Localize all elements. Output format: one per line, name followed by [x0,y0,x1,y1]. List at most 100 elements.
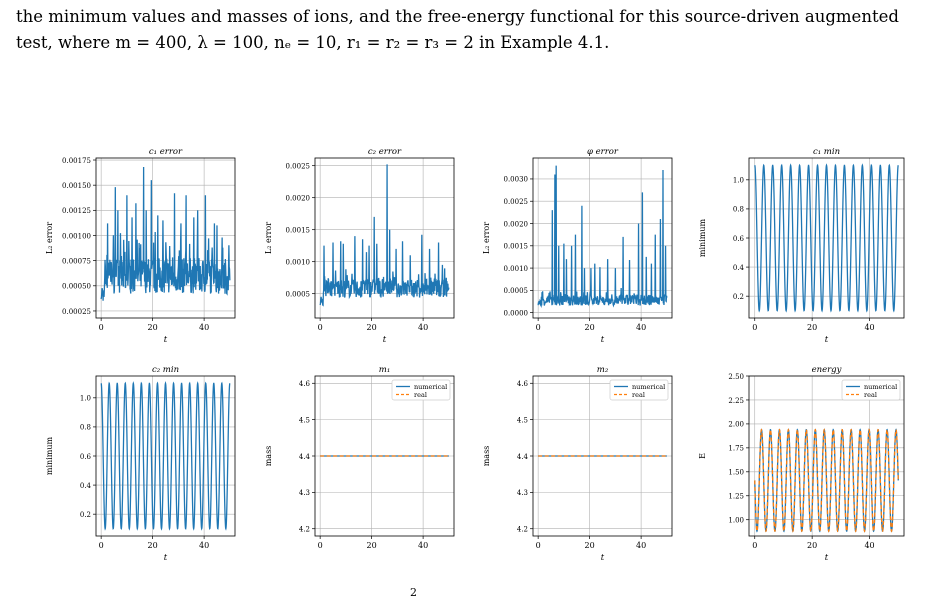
chart-panel-1: 0 20 40 0.00025 0.00050 0.00075 0.00100 0.00125… [45,147,236,345]
series-line-data [319,164,450,307]
x-tick-label: 20 [148,323,158,332]
caption-line-1: the minimum values and masses of ions, a… [16,7,899,26]
y-tick-label: 2.25 [728,397,744,405]
y-tick-label: 0.00150 [62,182,91,190]
y-tick-label: 0.4 [733,264,745,272]
x-axis-label: t [383,335,387,345]
series-line-data [100,167,231,301]
legend-label: real [864,391,877,399]
y-tick-label: 0.2 [80,511,91,519]
x-tick-label: 0 [318,541,323,550]
y-axis-label: minimum [45,437,54,476]
legend-label: real [414,391,427,399]
y-tick-label: 4.3 [299,489,310,497]
y-tick-label: 0.2 [733,293,744,301]
figure-caption: the minimum values and masses of ions, a… [16,4,936,56]
y-tick-label: 0.00100 [62,232,91,240]
x-axis-label: t [601,335,605,345]
x-tick-label: 40 [199,541,209,550]
x-tick-label: 20 [367,541,377,550]
chart-panel-4: 0 20 40 0.2 0.4 0.6 0.8 1.0 c₁ min t minimum [698,147,905,345]
axes-frame [95,157,236,319]
y-tick-label: 4.3 [517,489,528,497]
x-tick-label: 0 [318,323,323,332]
y-tick-label: 0.00175 [62,157,91,165]
legend-label: numerical [414,383,447,391]
y-tick-label: 0.00125 [62,207,91,215]
x-tick-label: 40 [418,541,428,550]
chart-panel-8: 0 20 40 1.00 1.25 1.50 1.75 2.00 2.25 2.50 energy t… [698,365,905,563]
chart-title: c₁ min [813,147,840,157]
y-tick-label: 0.0025 [286,162,311,170]
y-axis-label: minimum [698,219,707,258]
x-tick-label: 0 [536,541,541,550]
y-axis-label: L₂ error [482,222,491,254]
y-tick-label: 1.25 [728,493,744,501]
y-tick-label: 4.4 [517,453,529,461]
caption-line-2: test, where m = 400, λ = 100, nₑ = 10, r… [16,33,610,52]
x-axis-label: t [825,553,829,563]
y-tick-label: 0.0010 [286,258,311,266]
chart-title: c₂ min [152,365,179,375]
axes-frame [748,375,905,537]
x-axis-label: t [164,553,168,563]
series-line-data [537,165,668,309]
series-line-real [754,428,899,533]
page-number-fragment: 2 [410,586,417,599]
y-tick-label: 4.5 [299,416,310,424]
legend-label: numerical [864,383,897,391]
x-tick-label: 40 [864,323,874,332]
y-tick-label: 4.6 [299,380,311,388]
legend-label: real [632,391,645,399]
chart-panel-2: 0 20 40 0.0005 0.0010 0.0015 0.0020 0.0025 c₂ er… [264,147,455,345]
x-tick-label: 20 [807,541,817,550]
y-axis-label: mass [482,446,491,467]
y-axis-label: E [698,453,707,459]
y-tick-label: 0.0030 [504,176,529,184]
x-tick-label: 0 [99,323,104,332]
y-tick-label: 0.0015 [286,226,311,234]
x-tick-label: 20 [148,541,158,550]
chart-title: m₁ [379,365,390,375]
y-tick-label: 0.0010 [504,265,529,273]
y-tick-label: 4.4 [299,453,311,461]
series-line-data [754,163,899,313]
chart-panel-3: 0 20 40 0.0000 0.0005 0.0010 0.0015 0.0020 0.002… [482,147,673,345]
x-tick-label: 20 [585,541,595,550]
y-tick-label: 0.00075 [62,257,91,265]
y-tick-label: 0.00025 [62,308,91,316]
y-tick-label: 0.0000 [504,309,529,317]
axes-frame [314,157,455,319]
y-tick-label: 1.00 [728,517,744,525]
y-tick-label: 2.50 [728,373,744,381]
x-tick-label: 0 [536,323,541,332]
chart-title: φ error [587,147,619,157]
y-tick-label: 0.0020 [286,194,311,202]
x-axis-label: t [601,553,605,563]
y-tick-label: 0.0015 [504,243,529,251]
x-tick-label: 0 [752,541,757,550]
x-tick-label: 0 [99,541,104,550]
x-tick-label: 40 [418,323,428,332]
y-tick-label: 0.0025 [504,198,529,206]
y-tick-label: 1.0 [733,177,744,185]
y-tick-label: 0.00050 [62,283,91,291]
y-axis-label: L₂ error [45,222,54,254]
y-tick-label: 4.5 [517,416,528,424]
chart-panel-5: 0 20 40 0.2 0.4 0.6 0.8 1.0 c₂ min t minimum [45,365,236,563]
x-tick-label: 40 [636,541,646,550]
y-tick-label: 4.6 [517,380,529,388]
y-axis-label: L₂ error [264,222,273,254]
legend-label: numerical [632,383,665,391]
y-tick-label: 2.00 [728,421,744,429]
x-axis-label: t [164,335,168,345]
y-tick-label: 0.0005 [286,290,311,298]
y-tick-label: 1.0 [80,395,91,403]
y-tick-label: 1.75 [728,445,744,453]
x-tick-label: 40 [636,323,646,332]
